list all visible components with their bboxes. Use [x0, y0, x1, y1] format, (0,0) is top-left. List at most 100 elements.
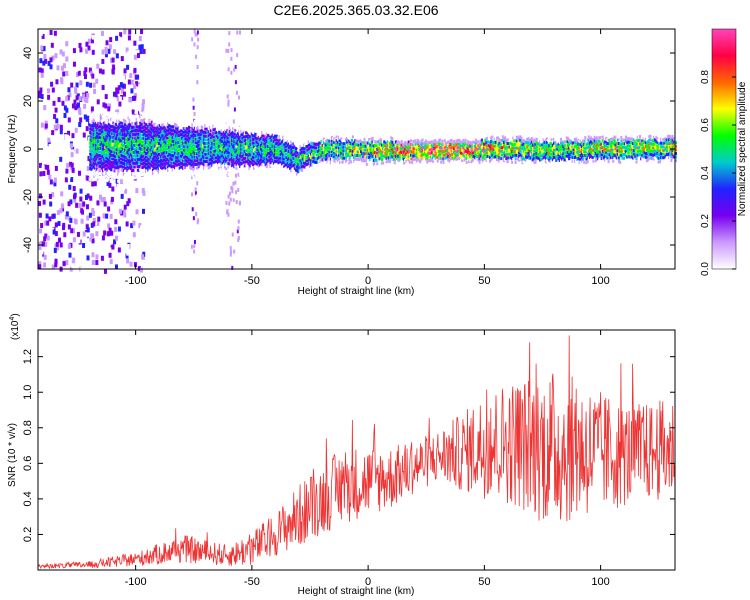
heatmap-cell	[125, 119, 128, 123]
heatmap-cell	[535, 141, 538, 145]
heatmap-cell	[100, 30, 104, 36]
heatmap-cell	[89, 123, 92, 127]
heatmap-cell	[490, 139, 493, 143]
heatmap-cell	[117, 147, 120, 151]
heatmap-cell	[176, 149, 179, 153]
heatmap-cell	[118, 126, 121, 130]
heatmap-cell	[147, 146, 150, 150]
heatmap-cell	[133, 161, 136, 165]
heatmap-cell	[201, 162, 204, 166]
heatmap-cell	[529, 152, 532, 156]
heatmap-cell	[308, 146, 311, 150]
heatmap-cell	[318, 152, 321, 156]
heatmap-cell	[227, 212, 230, 217]
heatmap-cell	[183, 166, 186, 170]
heatmap-cell	[167, 143, 170, 147]
heatmap-cell	[113, 126, 116, 130]
heatmap-cell	[301, 146, 304, 150]
heatmap-cell	[356, 136, 359, 140]
heatmap-cell	[436, 159, 439, 163]
heatmap-cell	[391, 140, 394, 144]
heatmap-cell	[133, 136, 136, 140]
heatmap-cell	[92, 132, 95, 136]
heatmap-cell	[276, 134, 279, 138]
heatmap-cell	[118, 96, 122, 102]
heatmap-cell	[78, 170, 82, 176]
heatmap-cell	[258, 152, 261, 156]
heatmap-cell	[180, 140, 183, 144]
heatmap-cell	[40, 45, 44, 51]
heatmap-cell	[147, 143, 150, 147]
heatmap-cell	[232, 148, 235, 152]
heatmap-cell	[187, 140, 190, 144]
heatmap-cell	[118, 208, 122, 214]
heatmap-cell	[63, 232, 67, 238]
heatmap-cell	[65, 260, 69, 266]
heatmap-cell	[53, 114, 57, 120]
heatmap-cell	[316, 139, 319, 143]
heatmap-cell	[440, 142, 443, 146]
heatmap-cell	[256, 169, 259, 173]
heatmap-cell	[75, 202, 79, 208]
heatmap-cell	[373, 154, 376, 158]
heatmap-cell	[256, 130, 259, 134]
heatmap-cell	[161, 156, 164, 160]
heatmap-cell	[233, 223, 236, 228]
heatmap-cell	[348, 136, 351, 140]
heatmap-cell	[242, 128, 245, 132]
heatmap-cell	[264, 152, 267, 156]
heatmap-cell	[256, 141, 259, 145]
heatmap-cell	[144, 148, 147, 152]
heatmap-cell	[303, 147, 306, 151]
heatmap-cell	[214, 156, 217, 160]
heatmap-cell	[483, 142, 486, 146]
heatmap-cell	[433, 157, 436, 161]
heatmap-cell	[214, 149, 217, 153]
heatmap-cell	[543, 144, 546, 148]
heatmap-cell	[117, 151, 120, 155]
heatmap-cell	[398, 151, 401, 155]
heatmap-cell	[264, 159, 267, 163]
heatmap-cell	[193, 181, 196, 186]
heatmap-cell	[161, 148, 164, 152]
heatmap-cell	[236, 135, 239, 139]
heatmap-cell	[279, 160, 282, 164]
heatmap-cell	[174, 140, 177, 144]
heatmap-cell	[143, 139, 146, 143]
heatmap-cell	[244, 138, 247, 142]
heatmap-cell	[49, 201, 53, 207]
heatmap-cell	[261, 134, 264, 138]
heatmap-cell	[489, 152, 492, 156]
heatmap-cell	[212, 121, 215, 125]
heatmap-cell	[246, 163, 249, 167]
heatmap-cell	[370, 144, 373, 148]
heatmap-cell	[290, 147, 293, 151]
heatmap-cell	[479, 154, 482, 158]
heatmap-cell	[94, 168, 97, 172]
heatmap-cell	[142, 151, 145, 155]
heatmap-cell	[192, 143, 195, 147]
heatmap-cell	[262, 163, 265, 167]
heatmap-cell	[401, 149, 404, 153]
heatmap-cell	[343, 149, 346, 153]
heatmap-cell	[121, 151, 124, 155]
heatmap-cell	[236, 146, 239, 150]
heatmap-cell	[261, 127, 264, 131]
heatmap-cell	[133, 118, 136, 122]
heatmap-cell	[115, 148, 118, 152]
heatmap-cell	[144, 170, 147, 174]
heatmap-cell	[146, 151, 149, 155]
heatmap-cell	[312, 159, 315, 163]
heatmap-cell	[174, 144, 177, 148]
heatmap-cell	[276, 152, 279, 156]
heatmap-cell	[127, 112, 130, 116]
heatmap-cell	[359, 142, 362, 146]
heatmap-cell	[74, 127, 78, 133]
heatmap-cell	[323, 160, 326, 164]
heatmap-cell	[94, 114, 97, 118]
heatmap-cell	[429, 144, 432, 148]
heatmap-cell	[129, 127, 132, 131]
heatmap-cell	[542, 145, 545, 149]
heatmap-cell	[130, 144, 133, 148]
